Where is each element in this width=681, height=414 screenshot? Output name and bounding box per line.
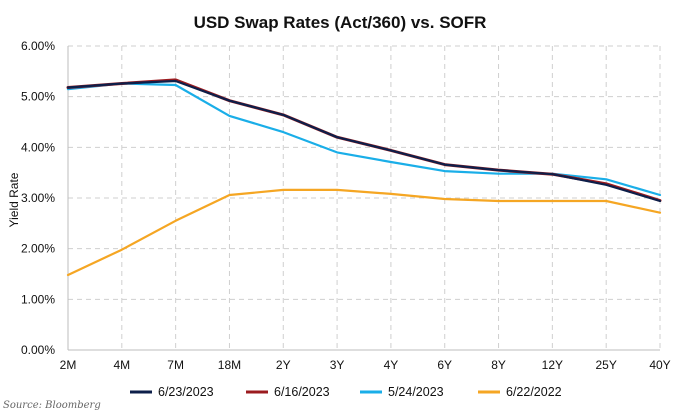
x-tick-label: 7M: [167, 358, 184, 372]
y-tick-label: 1.00%: [21, 292, 55, 306]
legend-label: 5/24/2023: [388, 385, 444, 399]
series-line-6-16-2023: [66, 78, 662, 202]
x-tick-labels: 2M 4M 7M 18M 2Y 3Y 4Y 6Y 8Y 12Y 25Y 40Y: [60, 358, 671, 372]
series-line-6-23-2023: [66, 79, 662, 203]
x-tick-label: 18M: [218, 358, 241, 372]
series-line-6-22-2022: [66, 188, 662, 277]
legend-label: 6/16/2023: [274, 385, 330, 399]
x-tick-label: 40Y: [649, 358, 670, 372]
y-tick-label: 4.00%: [21, 140, 55, 154]
gridlines: [68, 45, 661, 350]
x-tick-label: 2Y: [276, 358, 291, 372]
chart-title: USD Swap Rates (Act/360) vs. SOFR: [194, 13, 487, 32]
y-tick-label: 3.00%: [21, 191, 55, 205]
y-tick-label: 5.00%: [21, 90, 55, 104]
x-tick-label: 8Y: [491, 358, 506, 372]
y-tick-labels: 0.00% 1.00% 2.00% 3.00% 4.00% 5.00% 6.00%: [21, 39, 55, 357]
legend-label: 6/23/2023: [158, 385, 214, 399]
axes: [67, 46, 660, 351]
y-tick-label: 6.00%: [21, 39, 55, 53]
x-tick-label: 3Y: [330, 358, 345, 372]
legend-label: 6/22/2022: [506, 385, 562, 399]
x-tick-label: 4M: [113, 358, 130, 372]
legend: 6/23/2023 6/16/2023 5/24/2023 6/22/2022: [130, 385, 562, 399]
x-tick-label: 25Y: [596, 358, 617, 372]
y-tick-label: 2.00%: [21, 242, 55, 256]
series-lines: [66, 78, 662, 277]
y-tick-label: 0.00%: [21, 343, 55, 357]
x-tick-label: 6Y: [437, 358, 452, 372]
x-tick-label: 4Y: [384, 358, 399, 372]
x-tick-label: 2M: [60, 358, 77, 372]
source-note: Source: Bloomberg: [3, 400, 101, 411]
y-axis-label: Yield Rate: [7, 172, 21, 227]
x-tick-label: 12Y: [542, 358, 563, 372]
